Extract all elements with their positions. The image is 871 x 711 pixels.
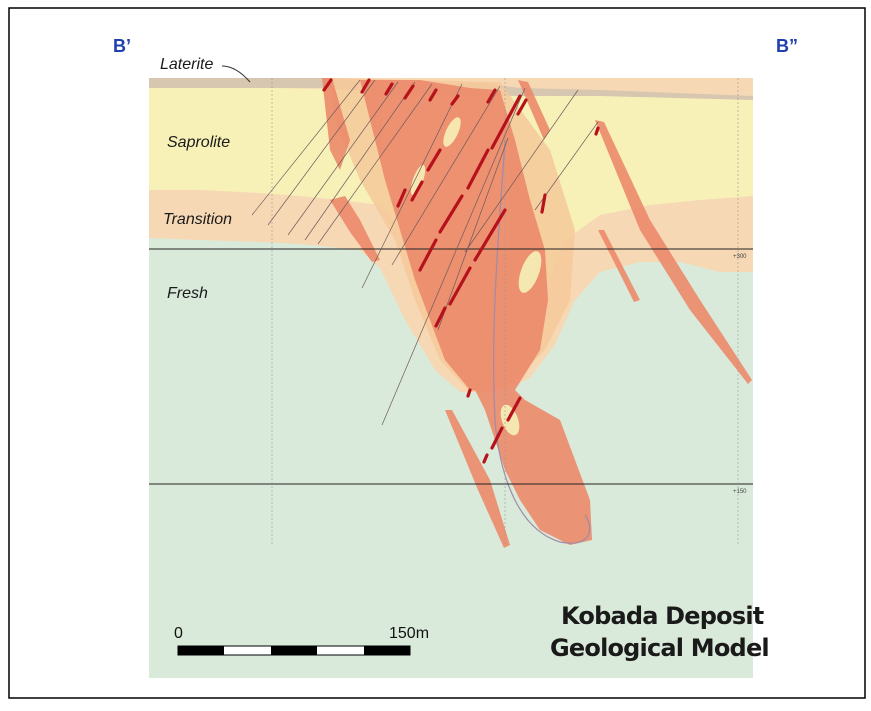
layer-label-fresh: Fresh [167, 285, 208, 302]
layer-label-saprolite: Saprolite [167, 134, 230, 151]
scale-bar-segment [178, 646, 224, 655]
assay-intercepts [322, 78, 600, 464]
drill-holes [251, 79, 599, 426]
assay-interval [396, 188, 407, 208]
assay-interval [466, 148, 490, 190]
assay-interval [482, 453, 489, 464]
lode-west-splay [322, 78, 350, 170]
layer-label-transition: Transition [163, 211, 232, 228]
assay-interval [466, 388, 472, 398]
inclusion [443, 117, 461, 147]
elevation-label-upper: +300 [733, 254, 747, 260]
layer-label-laterite: Laterite [160, 56, 213, 73]
assay-interval [594, 126, 600, 136]
drill-hole [437, 137, 509, 331]
assay-interval [516, 98, 528, 116]
assay-interval [506, 396, 522, 422]
drill-hole [304, 81, 416, 241]
assay-interval [384, 82, 394, 96]
assay-interval [360, 78, 371, 94]
assay-interval [410, 180, 424, 202]
drill-hole [267, 79, 376, 226]
assay-interval [434, 306, 447, 328]
drill-hole [361, 83, 463, 289]
assay-interval [426, 148, 442, 172]
scale-bar-segment [271, 646, 317, 655]
lode-east-minor [598, 230, 640, 302]
lode-shallow-west [330, 196, 380, 262]
title-line-1: Kobada Deposit [561, 602, 764, 630]
lode-east-upper [518, 80, 550, 140]
drill-hole [391, 85, 501, 266]
section-label-left: B’ [113, 36, 131, 56]
drill-hole [464, 89, 579, 253]
inclusion [518, 251, 542, 293]
title-line-2: Geological Model [550, 634, 769, 662]
drill-hole [381, 87, 526, 426]
lode-deep-keel [470, 380, 592, 545]
assay-interval [322, 78, 333, 92]
assay-interval [486, 88, 497, 104]
laterite-pointer [221, 65, 251, 83]
assay-interval [448, 266, 472, 306]
drill-hole [287, 81, 399, 236]
inclusion [410, 164, 426, 196]
assay-interval [490, 426, 504, 450]
scale-bar-segment [364, 646, 410, 655]
scale-bar-start-label: 0 [174, 625, 183, 642]
assay-interval [490, 94, 522, 150]
deep-outline [493, 139, 591, 544]
drill-hole [317, 83, 433, 245]
inclusion [500, 404, 520, 436]
assay-interval [403, 84, 415, 100]
barren-inclusions [410, 117, 542, 436]
assay-interval [450, 94, 460, 106]
lode-footwall-2 [595, 120, 752, 384]
vertical-grid [271, 78, 739, 545]
scale-bar: 0 150m [174, 625, 429, 656]
assay-interval [438, 194, 464, 234]
section-label-right: B” [776, 36, 798, 56]
assay-interval [473, 208, 507, 262]
elevation-label-lower: +150 [733, 489, 747, 495]
drill-hole [251, 79, 361, 216]
assay-interval [428, 88, 438, 102]
assay-interval [418, 238, 438, 272]
lode-footwall-1 [445, 410, 510, 548]
assay-interval [540, 193, 547, 214]
scale-bar-end-label: 150m [389, 625, 429, 642]
